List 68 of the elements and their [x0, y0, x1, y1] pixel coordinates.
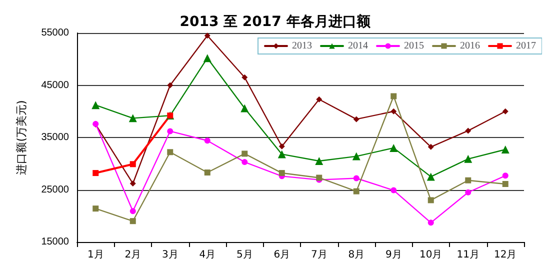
x-tick-label: 4月 — [199, 250, 216, 260]
point — [242, 74, 248, 80]
point — [130, 218, 136, 224]
point — [204, 138, 210, 144]
point — [465, 177, 472, 184]
point — [242, 150, 248, 157]
x-tick-label: 1月 — [87, 250, 104, 260]
point — [428, 220, 434, 226]
point — [130, 180, 136, 186]
point — [130, 208, 136, 214]
point — [92, 170, 99, 176]
y-tick-label: 55000 — [41, 28, 70, 38]
point — [167, 82, 174, 88]
point — [390, 187, 397, 194]
point — [278, 150, 286, 158]
point — [278, 170, 285, 176]
point — [390, 93, 397, 100]
point — [502, 172, 508, 179]
x-tick-label: 6月 — [274, 250, 290, 260]
x-tick-label: 2月 — [124, 250, 142, 260]
point — [426, 172, 435, 181]
y-tick-label: 25000 — [41, 184, 70, 196]
x-tick-label: 9月 — [385, 250, 402, 260]
point — [502, 108, 508, 114]
x-tick-label: 3月 — [162, 250, 178, 260]
chart-title: 2013 至 2017 年各月进口额 — [180, 13, 372, 30]
point — [353, 116, 360, 122]
x-tick-label: 10月 — [420, 250, 442, 260]
y-tick-label: 35000 — [41, 132, 70, 143]
legend-label: 2015 — [404, 40, 424, 52]
point — [204, 170, 210, 176]
point — [128, 114, 137, 122]
point — [240, 104, 249, 112]
point — [204, 32, 210, 39]
point — [167, 149, 174, 156]
point — [428, 197, 434, 204]
point — [130, 161, 136, 168]
x-tick-label: 11月 — [456, 250, 480, 260]
x-tick-label: 12月 — [494, 250, 517, 260]
x-tick-label: 5月 — [236, 250, 253, 260]
legend-label: 2017 — [516, 40, 536, 52]
point — [465, 189, 472, 196]
point — [502, 181, 508, 188]
legend-label: 2014 — [348, 40, 368, 52]
point — [315, 157, 324, 166]
legend-label: 2013 — [292, 40, 312, 52]
point — [242, 159, 248, 166]
point — [390, 108, 397, 114]
y-tick-label: 45000 — [41, 80, 70, 91]
point — [390, 144, 398, 152]
point — [501, 146, 510, 154]
y-axis-title: 进口额(万美元) — [15, 100, 28, 175]
point — [353, 188, 360, 194]
point — [428, 144, 434, 150]
point — [353, 175, 360, 182]
point — [92, 206, 99, 212]
point — [465, 128, 472, 134]
point — [352, 152, 360, 160]
legend-label: 2016 — [460, 40, 480, 52]
x-tick-label: 7月 — [310, 250, 328, 260]
point — [203, 54, 212, 62]
point — [278, 143, 285, 150]
point — [464, 154, 472, 163]
x-tick-label: 8月 — [348, 250, 365, 260]
point — [167, 128, 174, 134]
point — [316, 96, 322, 102]
point — [92, 101, 100, 110]
y-tick-label: 15000 — [41, 236, 70, 248]
